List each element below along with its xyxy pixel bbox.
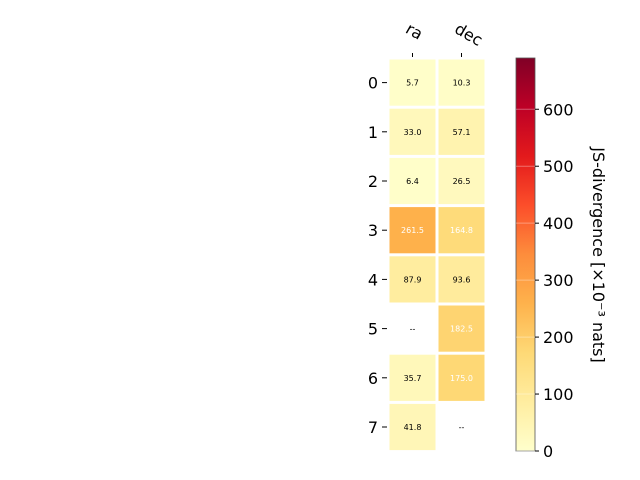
cell-value-label: 57.1 — [453, 128, 471, 137]
colorbar-tick-label: 600 — [543, 100, 574, 119]
cell-value-label: 26.5 — [453, 177, 471, 186]
column-label: dec — [452, 19, 486, 50]
cell-value-label: 5.7 — [406, 79, 419, 88]
heatmap-cell — [438, 354, 485, 401]
cell-value-label: 182.5 — [450, 325, 473, 334]
cell-value-label: 93.6 — [453, 275, 471, 284]
colorbar: 0 100 200 300 400 500 600 — [515, 57, 574, 461]
colorbar-gradient — [515, 57, 536, 452]
row-label: 0 — [368, 74, 378, 93]
cell-value-label: 33.0 — [404, 128, 422, 137]
colorbar-tick-label: 500 — [543, 157, 574, 176]
heatmap-cell — [438, 108, 485, 155]
colorbar-label: JS-divergence [×10⁻³ nats] — [589, 146, 608, 362]
heatmap-cell — [389, 354, 436, 401]
colorbar-tick-label: 0 — [543, 442, 553, 461]
heatmap-cell — [438, 256, 485, 303]
column-labels: ra dec — [403, 19, 486, 57]
heatmap-cell — [438, 59, 485, 106]
row-label: 5 — [368, 320, 378, 339]
column-label: ra — [403, 19, 427, 44]
cell-value-label: 6.4 — [406, 177, 419, 186]
heatmap-cell — [389, 207, 436, 254]
heatmap-cell — [389, 403, 436, 451]
heatmap-cell — [438, 305, 485, 352]
heatmap-cell — [389, 108, 436, 155]
cell-value-label: 35.7 — [404, 374, 422, 383]
cell-value-label: -- — [410, 325, 416, 334]
cell-value-label: 41.8 — [404, 423, 422, 432]
row-label: 2 — [368, 172, 378, 191]
cell-value-label: 175.0 — [450, 374, 473, 383]
cell-value-label: 87.9 — [404, 275, 422, 284]
cell-value-label: 164.8 — [450, 226, 473, 235]
colorbar-tick-label: 200 — [543, 328, 574, 347]
heatmap-cells: 5.7 10.3 33.0 57.1 6.4 26.5 261.5 164.8 87.9 93.6… — [389, 59, 485, 451]
heatmap-cell — [389, 59, 436, 106]
colorbar-tick-label: 400 — [543, 214, 574, 233]
colorbar-tick-label: 100 — [543, 385, 574, 404]
row-label: 1 — [368, 123, 378, 142]
cell-value-label: -- — [459, 423, 465, 432]
colorbar-tick-label: 300 — [543, 271, 574, 290]
row-labels: 0 1 2 3 4 5 6 7 — [368, 74, 387, 437]
heatmap-cell — [389, 157, 436, 205]
row-label: 6 — [368, 369, 378, 388]
cell-value-label: 261.5 — [401, 226, 424, 235]
heatmap-cell — [438, 157, 485, 205]
row-label: 3 — [368, 221, 378, 240]
heatmap-cell — [389, 256, 436, 303]
row-label: 4 — [368, 270, 378, 289]
row-label: 7 — [368, 418, 378, 437]
cell-value-label: 10.3 — [453, 79, 471, 88]
heatmap-cell — [438, 207, 485, 254]
